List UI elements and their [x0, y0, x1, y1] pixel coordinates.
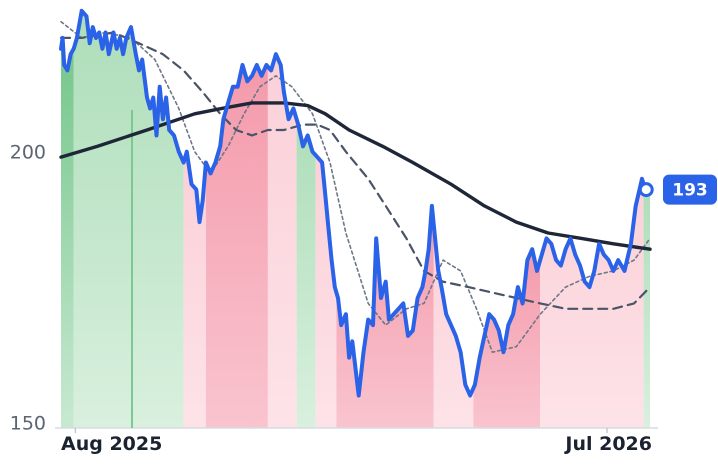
trend-zone-2 [73, 10, 184, 429]
trend-zone-4 [205, 65, 268, 428]
y-tick-label: 150 [10, 413, 46, 435]
trend-zone-1 [61, 37, 74, 429]
trend-zone-7 [315, 155, 337, 429]
last-value-badge [663, 174, 717, 205]
trend-zone-5 [267, 54, 297, 428]
y-axis: 150 200 [10, 142, 46, 435]
price-line [59, 8, 648, 398]
last-value-marker: 193 [638, 174, 717, 205]
long-ma-line [59, 101, 652, 251]
x-tick-label: Jul 2026 [563, 433, 652, 455]
trend-zone-12 [643, 184, 650, 428]
mid-ma-line [59, 31, 652, 310]
trend-zone-6 [296, 119, 316, 428]
x-axis: Aug 2025 Jul 2026 [61, 428, 652, 455]
x-tick-label: Aug 2025 [61, 433, 162, 455]
trend-zone-9 [433, 222, 474, 428]
last-point-dot [638, 182, 654, 198]
y-tick-label: 200 [10, 142, 46, 164]
trend-zone-8 [336, 205, 434, 428]
trend-zone-11 [540, 178, 644, 428]
short-ma-line [60, 20, 651, 353]
last-value-text: 193 [672, 181, 708, 201]
chart-lines [59, 8, 652, 398]
